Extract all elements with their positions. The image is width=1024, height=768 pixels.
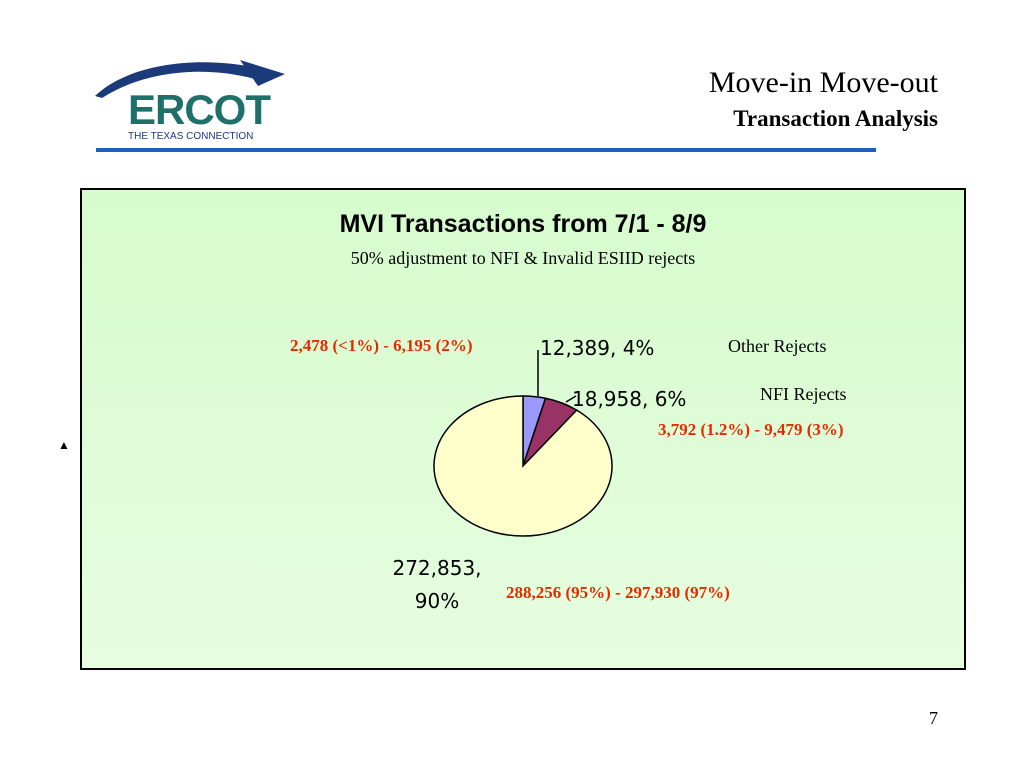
range-label-nfi: 3,792 (1.2%) - 9,479 (3%) — [658, 420, 844, 439]
pie-slice-main — [433, 395, 613, 537]
pie-chart: 2,478 (<1%) - 6,195 (2%) 12,389, 4% Othe… — [290, 336, 846, 613]
logo-swoosh-icon — [95, 60, 285, 98]
category-label-other: Other Rejects — [728, 336, 826, 356]
chart-title: MVI Transactions from 7/1 - 8/9 — [339, 210, 707, 238]
page-title: Move-in Move-out — [708, 66, 938, 99]
data-label-main-value: 272,853, — [392, 556, 481, 580]
range-label-other: 2,478 (<1%) - 6,195 (2%) — [290, 336, 473, 355]
bullet-icon: ▲ — [58, 438, 70, 452]
header-divider — [96, 148, 876, 152]
page-subtitle: Transaction Analysis — [733, 106, 938, 131]
chart-subtitle: 50% adjustment to NFI & Invalid ESIID re… — [350, 248, 696, 268]
data-label-nfi: 18,958, 6% — [572, 387, 686, 411]
range-label-main: 288,256 (95%) - 297,930 (97%) — [506, 583, 730, 602]
logo-wordmark: ERCOT — [128, 86, 271, 133]
page-number: 7 — [929, 708, 938, 728]
chart-panel: MVI Transactions from 7/1 - 8/9 50% adju… — [80, 188, 966, 670]
ercot-logo — [90, 52, 290, 148]
logo-tagline: THE TEXAS CONNECTION — [128, 131, 254, 142]
leader-line-nfi — [565, 395, 577, 403]
category-label-nfi: NFI Rejects — [760, 384, 846, 404]
data-label-other: 12,389, 4% — [540, 336, 654, 360]
data-label-main-percent: 90% — [415, 589, 459, 613]
